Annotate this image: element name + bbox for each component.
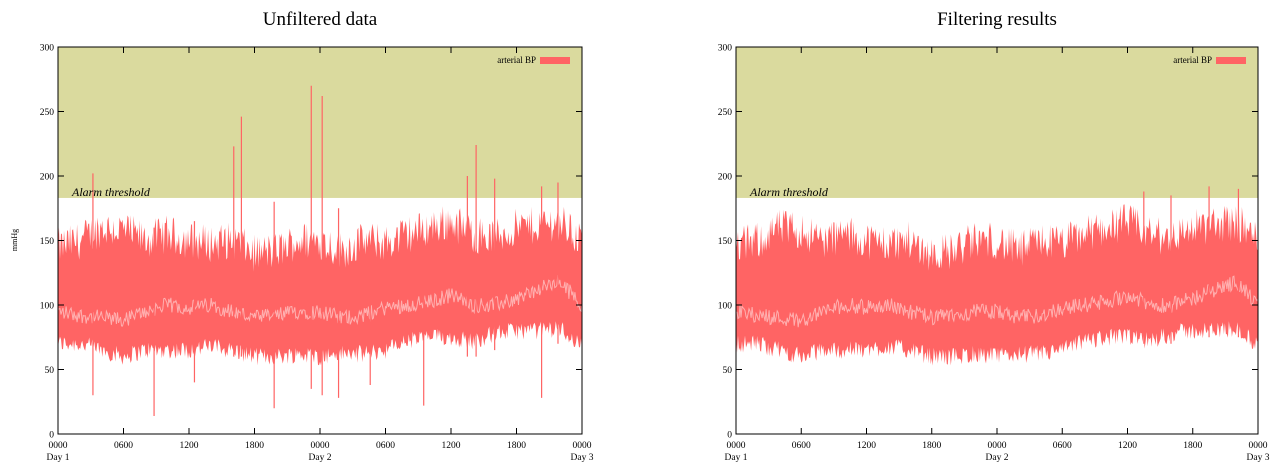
- chart-title: Unfiltered data: [263, 9, 378, 30]
- x-tick-label: 1200: [180, 441, 199, 451]
- x-tick-label: 1800: [245, 441, 264, 451]
- y-tick-label: 300: [40, 44, 55, 54]
- x-day-label: Day 1: [47, 453, 70, 463]
- y-axis-label: mmHg: [10, 229, 19, 251]
- legend-swatch: [540, 57, 570, 64]
- legend-label: arterial BP: [497, 55, 536, 65]
- series-band-arterial-bp: [58, 206, 582, 366]
- legend-label: arterial BP: [1173, 55, 1212, 65]
- x-day-label: Day 2: [309, 453, 332, 463]
- alarm-zone: [58, 47, 582, 198]
- x-tick-label: 0600: [376, 441, 395, 451]
- x-tick-label: 1200: [857, 441, 876, 451]
- chart-panel-2: Filtering results 0 50 100 150 200 250 300 0000 0…: [718, 9, 1270, 463]
- x-day-label: Day 3: [571, 453, 594, 463]
- alarm-zone: [736, 47, 1258, 198]
- y-tick-label: 150: [718, 237, 733, 247]
- legend-swatch: [1216, 57, 1246, 64]
- x-day-label: Day 3: [1247, 453, 1270, 463]
- y-tick-label: 100: [40, 302, 55, 312]
- y-tick-label: 100: [718, 302, 733, 312]
- x-tick-label: 0000: [311, 441, 330, 451]
- y-tick-label: 250: [40, 108, 55, 118]
- x-day-label: Day 2: [986, 453, 1009, 463]
- x-tick-label: 1200: [1118, 441, 1137, 451]
- y-tick-label: 50: [723, 366, 733, 376]
- x-tick-label: 0600: [1053, 441, 1072, 451]
- x-day-label: Day 1: [725, 453, 748, 463]
- y-tick-label: 200: [40, 173, 55, 183]
- legend: arterial BP: [1173, 55, 1246, 65]
- legend: arterial BP: [497, 55, 570, 65]
- x-tick-label: 0000: [727, 441, 746, 451]
- x-tick-label: 0000: [49, 441, 68, 451]
- alarm-threshold-label: Alarm threshold: [749, 185, 829, 199]
- x-tick-label: 1800: [507, 441, 526, 451]
- y-tick-label: 50: [45, 366, 55, 376]
- chart-panel-1: Unfiltered data 0 50 100 150 200 250 300 0000 060…: [10, 9, 594, 463]
- y-tick-label: 0: [727, 431, 732, 441]
- alarm-threshold-label: Alarm threshold: [71, 185, 151, 199]
- x-tick-label: 0600: [114, 441, 133, 451]
- y-tick-label: 0: [49, 431, 54, 441]
- y-tick-label: 150: [40, 237, 55, 247]
- x-tick-label: 0600: [792, 441, 811, 451]
- x-tick-label: 1200: [442, 441, 461, 451]
- series-band-arterial-bp: [736, 204, 1258, 366]
- x-tick-label: 0000: [573, 441, 592, 451]
- y-tick-label: 200: [718, 173, 733, 183]
- chart-title: Filtering results: [937, 9, 1057, 30]
- x-tick-label: 1800: [922, 441, 941, 451]
- x-tick-label: 1800: [1183, 441, 1202, 451]
- x-tick-label: 0000: [1249, 441, 1268, 451]
- y-tick-label: 250: [718, 108, 733, 118]
- y-tick-label: 300: [718, 44, 733, 54]
- x-tick-label: 0000: [988, 441, 1007, 451]
